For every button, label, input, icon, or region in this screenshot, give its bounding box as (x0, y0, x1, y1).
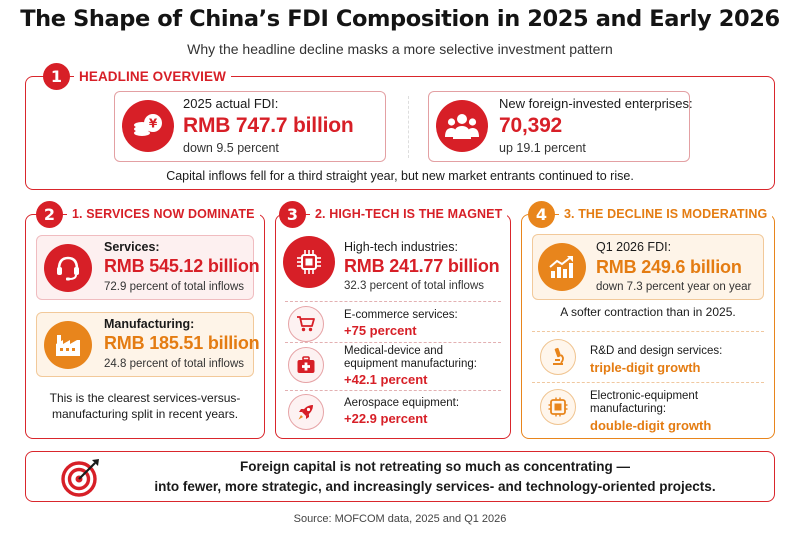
decline-heading: 3. THE DECLINE IS MODERATING (559, 207, 773, 221)
hightech-share: 32.3 percent of total inflows (344, 280, 484, 292)
services-share: 72.9 percent of total inflows (104, 281, 244, 293)
decline-divider-2 (532, 382, 764, 383)
enterprises-value: 70,392 (499, 114, 563, 137)
coin-stack-yuan-icon: ¥ (122, 100, 174, 152)
medical-kit-icon (288, 347, 324, 383)
q1-change: down 7.3 percent year on year (596, 281, 752, 293)
hightech-heading: 2. HIGH-TECH IS THE MAGNET (310, 207, 508, 221)
page-title: The Shape of China’s FDI Composition in … (20, 6, 780, 32)
factory-icon (44, 321, 92, 369)
hightech-item-1-label: E-commerce services: (344, 309, 458, 321)
chip-icon (283, 236, 335, 288)
target-arrow-icon (59, 455, 103, 499)
hightech-item-3-label: Aerospace equipment: (344, 397, 460, 409)
hightech-divider-3 (285, 390, 501, 391)
hightech-label: High-tech industries: (344, 240, 458, 254)
decline-item-1-value: triple-digit growth (590, 360, 701, 375)
fdi-change: down 9.5 percent (183, 141, 279, 155)
services-note-line2: manufacturing split in recent years. (51, 407, 239, 421)
hightech-value: RMB 241.77 billion (344, 256, 500, 276)
services-heading: 1. SERVICES NOW DOMINATE (67, 207, 260, 221)
source-note: Source: MOFCOM data, 2025 and Q1 2026 (293, 513, 507, 525)
section-number-2: 2 (36, 201, 63, 228)
conclusion-line1: Foreign capital is not retreating so muc… (239, 459, 631, 474)
services-value: RMB 545.12 billion (104, 256, 260, 276)
manufacturing-share: 24.8 percent of total inflows (104, 358, 244, 370)
hightech-item-1-value: +75 percent (344, 323, 417, 338)
hightech-item-2-label-line2: equipment manufacturing: (344, 358, 477, 370)
section-number-3: 3 (279, 201, 306, 228)
page-subtitle: Why the headline decline masks a more se… (187, 41, 613, 57)
hightech-item-3-value: +22.9 percent (344, 411, 428, 426)
conclusion-line2: into fewer, more strategic, and increasi… (154, 479, 716, 494)
fdi-label: 2025 actual FDI: (183, 96, 279, 111)
decline-divider-1 (532, 331, 764, 332)
shopping-cart-icon (288, 306, 324, 342)
microscope-icon (540, 339, 576, 375)
fdi-value: RMB 747.7 billion (183, 114, 354, 137)
rocket-icon (288, 394, 324, 430)
enterprises-label: New foreign-invested enterprises: (499, 96, 693, 111)
headline-note: Capital inflows fell for a third straigh… (166, 169, 634, 183)
services-note-line1: This is the clearest services-versus- (49, 391, 241, 405)
manufacturing-value: RMB 185.51 billion (104, 333, 260, 353)
enterprises-change: up 19.1 percent (499, 141, 586, 155)
headline-overview-heading: HEADLINE OVERVIEW (74, 69, 231, 84)
q1-label: Q1 2026 FDI: (596, 240, 672, 254)
decline-note: A softer contraction than in 2025. (560, 305, 736, 319)
hightech-divider-2 (285, 342, 501, 343)
section-number-4: 4 (528, 201, 555, 228)
circuit-board-icon (540, 389, 576, 425)
hightech-item-2-label-line1: Medical-device and (344, 345, 444, 357)
decline-item-1-label: R&D and design services: (590, 345, 723, 357)
manufacturing-label: Manufacturing: (104, 317, 195, 331)
decline-item-2-label-line1: Electronic-equipment (590, 390, 699, 402)
services-label: Services: (104, 240, 160, 254)
svg-text:¥: ¥ (149, 117, 158, 131)
growth-chart-icon (538, 243, 586, 291)
decline-item-2-label-line2: manufacturing: (590, 403, 667, 415)
people-group-icon (436, 100, 488, 152)
section-number-1: 1 (43, 63, 70, 90)
headset-icon (44, 244, 92, 292)
q1-value: RMB 249.6 billion (596, 257, 742, 277)
hightech-divider-1 (285, 301, 501, 302)
decline-item-2-value: double-digit growth (590, 418, 712, 433)
hightech-item-2-value: +42.1 percent (344, 372, 428, 387)
headline-divider (408, 96, 409, 158)
conclusion-panel (25, 451, 775, 502)
